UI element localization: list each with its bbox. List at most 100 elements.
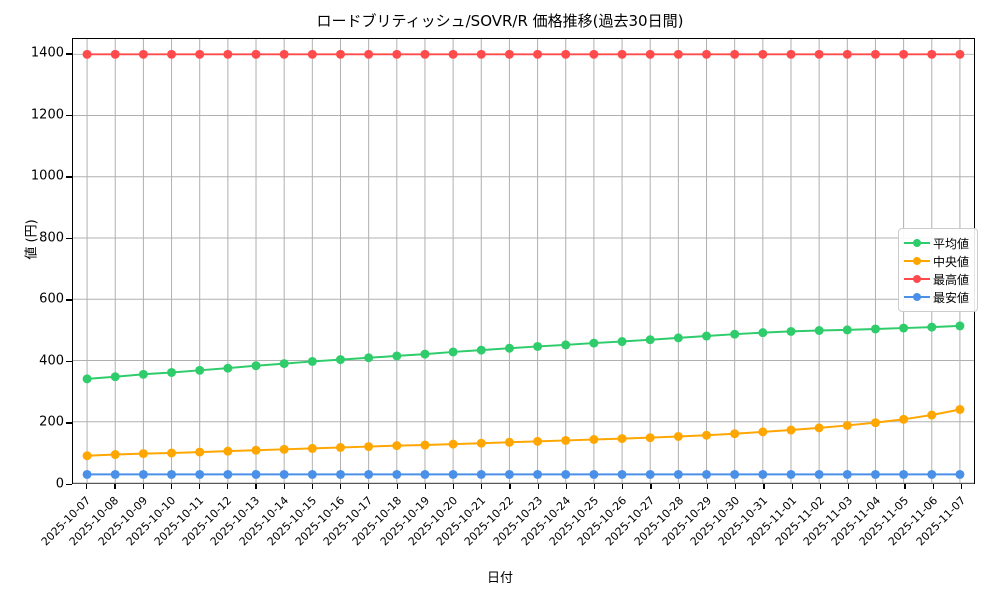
x-tick-mark [142, 484, 144, 489]
x-tick-mark [396, 484, 398, 489]
x-tick-label: 2025-10-27 [603, 494, 658, 549]
data-point [842, 469, 852, 479]
data-point [617, 337, 627, 347]
gridlines [73, 39, 974, 484]
data-point [138, 49, 148, 59]
legend-marker-icon [904, 255, 930, 267]
data-point [476, 345, 486, 355]
data-point [504, 437, 514, 447]
data-point [673, 49, 683, 59]
data-point [786, 326, 796, 336]
data-point [251, 49, 261, 59]
data-point [364, 49, 374, 59]
data-point [110, 469, 120, 479]
data-point [307, 356, 317, 366]
data-point [814, 423, 824, 433]
x-tick-label: 2025-10-21 [433, 494, 489, 549]
data-point [476, 438, 486, 448]
y-tick-label: 200 [39, 414, 64, 430]
data-point [335, 49, 345, 59]
x-tick-mark [255, 484, 257, 489]
data-point [589, 338, 599, 348]
data-point [673, 431, 683, 441]
data-point [927, 322, 937, 332]
x-axis-tick-marks [72, 484, 975, 492]
x-tick-label: 2025-10-18 [349, 494, 404, 549]
data-point [279, 49, 289, 59]
x-tick-mark [424, 484, 426, 489]
data-point [504, 343, 514, 353]
y-tick-mark [66, 176, 72, 178]
x-tick-mark [650, 484, 652, 489]
legend-item-2[interactable]: 最高値 [904, 270, 971, 288]
data-point [589, 435, 599, 444]
legend-item-1[interactable]: 中央値 [904, 252, 971, 270]
data-point [758, 328, 768, 338]
x-tick-mark [198, 484, 201, 489]
legend-item-3[interactable]: 最安値 [904, 288, 971, 306]
legend-marker-icon [904, 237, 930, 249]
data-point [786, 425, 796, 435]
data-point [307, 49, 317, 59]
x-tick-mark [565, 484, 568, 489]
y-tick-label: 1000 [30, 168, 64, 184]
y-tick-mark [66, 484, 72, 486]
data-point [814, 326, 824, 335]
y-tick-mark [66, 360, 72, 363]
data-point [730, 329, 740, 339]
y-tick-label: 0 [55, 476, 64, 492]
legend-item-0[interactable]: 平均値 [904, 234, 971, 252]
data-point [138, 449, 148, 459]
x-tick-label: 2025-10-29 [659, 494, 715, 549]
y-tick-label: 1400 [30, 45, 64, 61]
data-point [195, 49, 205, 59]
data-point [617, 434, 627, 444]
plot-area [72, 38, 975, 484]
x-tick-mark [622, 484, 624, 489]
data-point [561, 435, 571, 445]
data-point [279, 469, 289, 479]
x-tick-label: 2025-10-28 [631, 494, 686, 549]
x-tick-mark [876, 484, 878, 489]
data-point [758, 427, 768, 437]
data-point [814, 49, 824, 59]
data-point [251, 445, 261, 455]
data-point [420, 49, 430, 59]
data-point [307, 469, 317, 479]
data-point [786, 469, 796, 479]
y-tick-mark [66, 299, 72, 301]
data-point [702, 430, 712, 440]
y-axis-title: 値 (円) [24, 219, 40, 260]
data-point [814, 469, 824, 479]
data-point [870, 469, 880, 479]
chart-legend[interactable]: 平均値 中央値 最高値 最安値 [898, 228, 978, 312]
y-tick-label: 600 [39, 291, 64, 307]
data-point [392, 441, 402, 451]
x-tick-mark [791, 484, 793, 489]
x-tick-label: 2025-10-25 [546, 494, 602, 549]
data-point [589, 49, 599, 59]
data-point [673, 469, 683, 479]
x-tick-mark [763, 484, 765, 489]
x-tick-mark [86, 484, 88, 489]
data-point [448, 469, 458, 479]
data-point [195, 469, 205, 479]
x-tick-label: 2025-10-19 [377, 494, 432, 549]
data-point [82, 374, 92, 384]
x-tick-label: 2025-10-15 [264, 494, 320, 549]
data-point [617, 469, 627, 479]
data-point [504, 49, 514, 59]
chart-title: ロードブリティッシュ/SOVR/R 価格推移(過去30日間) [316, 12, 684, 30]
data-point [899, 49, 909, 59]
x-tick-mark [960, 484, 963, 489]
data-point [167, 367, 177, 377]
data-point [138, 469, 148, 479]
data-point [899, 323, 909, 333]
y-tick-label: 1200 [30, 107, 64, 123]
data-point [195, 447, 205, 457]
data-point [420, 349, 430, 359]
data-point [392, 469, 402, 479]
data-point [673, 333, 683, 343]
data-point [927, 49, 937, 59]
